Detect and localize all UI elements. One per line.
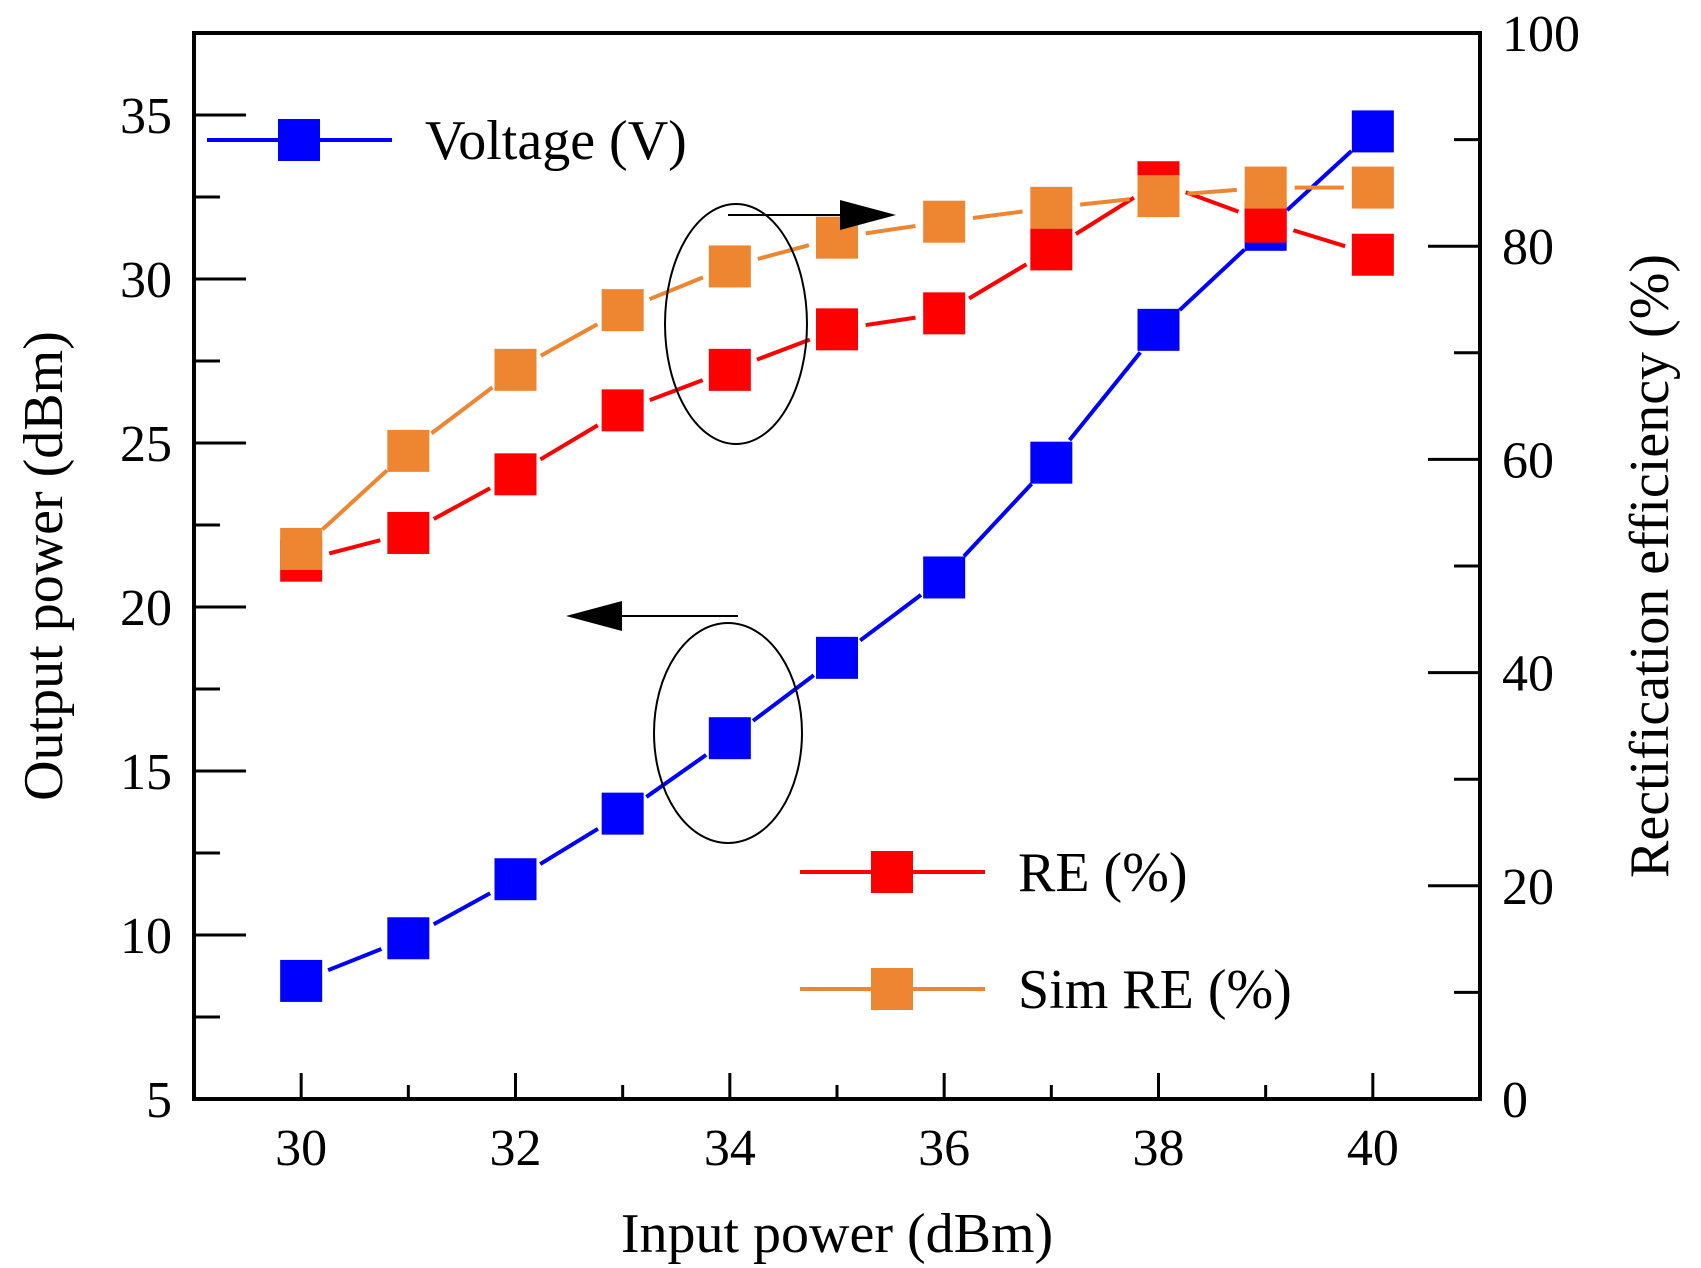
y-left-tick-label: 10 [120,908,172,965]
series-line-3 [321,468,389,531]
y-left-tick-label: 25 [120,416,172,473]
series-line-1 [327,947,383,973]
series-line-1 [432,891,492,927]
data-point-series-3 [494,348,537,391]
x-tick-label: 38 [1133,1120,1185,1177]
series-line-2 [756,337,811,362]
data-point-series-1 [280,959,323,1002]
data-point-series-2 [1030,228,1073,271]
series-line-2 [1185,190,1240,214]
data-point-series-2 [387,511,430,554]
data-point-series-1 [1351,110,1394,153]
y-right-tick-label: 40 [1502,646,1554,703]
y-right-tick-label: 100 [1502,6,1580,63]
series-line-3 [539,322,599,358]
legend-label: Sim RE (%) [1018,959,1292,1021]
series-line-1 [539,827,599,866]
series-line-1 [1285,149,1353,212]
y-left-axis-label: Output power (dBm) [13,331,75,801]
data-point-series-1 [1137,308,1180,351]
data-point-series-2 [601,389,644,432]
data-point-series-2 [816,308,858,351]
data-point-series-3 [1244,166,1287,209]
x-tick-label: 36 [918,1120,970,1177]
legend-marker [278,119,320,161]
data-point-series-1 [387,917,430,960]
y-right-tick-label: 0 [1502,1072,1528,1129]
data-point-series-3 [923,200,966,243]
y-right-tick-label: 80 [1502,219,1554,276]
series-line-2 [1292,228,1346,249]
data-point-series-1 [1030,441,1073,484]
data-point-series-1 [708,717,751,760]
series-line-3 [430,385,494,435]
data-point-series-3 [601,289,644,332]
x-tick-label: 34 [704,1120,756,1177]
series-line-3 [865,223,916,236]
legend-label: Voltage (V) [425,110,687,172]
series-line-1 [645,753,708,799]
data-point-series-2 [1351,233,1394,276]
x-tick-label: 30 [275,1120,327,1177]
annotation-ellipse [664,203,808,445]
x-axis-label: Input power (dBm) [621,1203,1053,1265]
annotation-ellipse [653,622,803,844]
data-point-series-3 [708,245,751,288]
data-point-series-1 [601,792,644,835]
series-line-1 [1178,248,1246,312]
series-line-2 [539,423,599,462]
series-line-1 [962,482,1034,558]
series-line-3 [1079,197,1130,207]
data-point-series-3 [1030,186,1073,229]
series-line-1 [859,593,923,643]
data-point-series-3 [387,429,430,472]
y-right-tick-label: 60 [1502,432,1554,489]
data-point-series-2 [923,292,966,335]
legend-marker [871,851,913,893]
data-point-series-1 [816,636,858,679]
arrow-left-icon [566,601,622,631]
series-line-3 [757,243,810,261]
legend-label: RE (%) [1018,842,1188,904]
series-line-3 [1187,187,1237,196]
series-line-2 [432,486,492,521]
data-point-series-3 [280,527,323,570]
data-point-series-1 [923,556,966,599]
arrow-right-icon [840,200,896,230]
series-line-2 [1074,195,1135,236]
y-right-tick-label: 20 [1502,859,1554,916]
plot-frame [192,31,1482,1101]
data-point-series-1 [494,858,537,901]
y-left-tick-label: 20 [120,580,172,637]
data-point-series-3 [1351,166,1394,209]
series-line-1 [1067,351,1142,442]
data-point-series-2 [494,453,537,496]
data-point-series-3 [1137,175,1180,218]
y-left-tick-label: 30 [120,252,172,309]
series-line-1 [751,673,815,723]
legend-marker [871,968,913,1010]
data-point-series-2 [708,348,751,391]
y-right-axis-label: Rectification efficiency (%) [1619,254,1681,878]
series-line-2 [968,262,1028,301]
y-left-tick-label: 15 [120,744,172,801]
series-line-3 [648,275,704,302]
series-line-2 [328,538,381,556]
y-left-tick-label: 5 [146,1072,172,1129]
x-tick-label: 32 [490,1120,542,1177]
y-left-tick-label: 35 [120,88,172,145]
series-line-3 [972,209,1023,220]
series-line-2 [865,315,916,328]
x-tick-label: 40 [1347,1120,1399,1177]
